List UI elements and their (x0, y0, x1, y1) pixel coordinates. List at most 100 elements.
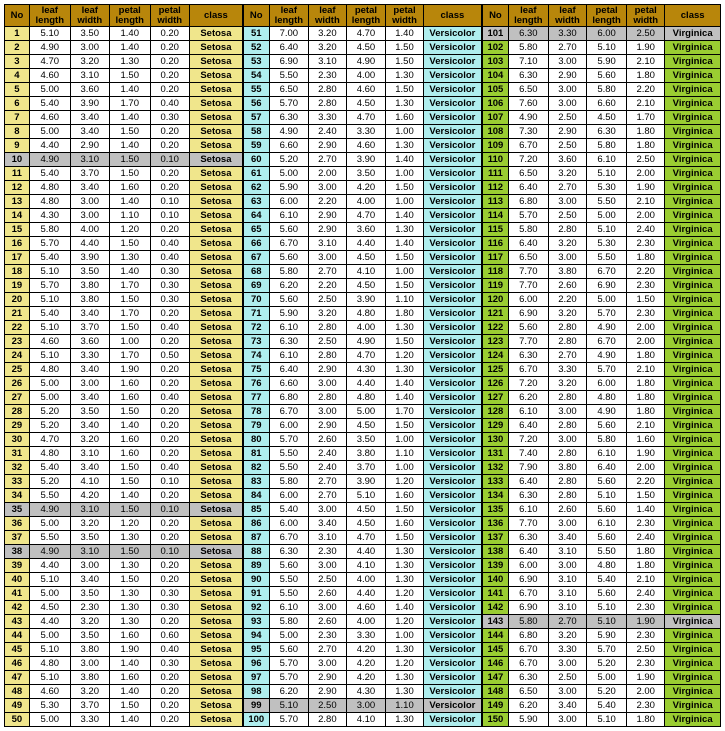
row-number: 91 (244, 587, 270, 601)
table-row: 185.103.501.400.30Setosa (5, 265, 243, 279)
value-cell: 5.70 (269, 657, 309, 671)
row-number: 51 (244, 27, 270, 41)
table-row: 144.303.001.100.10Setosa (5, 209, 243, 223)
value-cell: 2.10 (627, 55, 665, 69)
value-cell: 5.70 (29, 279, 70, 293)
value-cell: 1.80 (627, 251, 665, 265)
row-number: 17 (5, 251, 30, 265)
row-number: 3 (5, 55, 30, 69)
table-row: 1396.003.004.801.80Virginica (483, 559, 721, 573)
table-row: 1225.602.804.902.00Virginica (483, 321, 721, 335)
value-cell: 2.70 (548, 615, 586, 629)
value-cell: 0.40 (150, 251, 189, 265)
table-row: 1476.302.505.001.90Virginica (483, 671, 721, 685)
class-cell: Setosa (189, 447, 242, 461)
value-cell: 3.20 (309, 41, 347, 55)
value-cell: 4.90 (346, 335, 386, 349)
value-cell: 2.80 (309, 713, 347, 727)
value-cell: 4.70 (346, 209, 386, 223)
row-number: 80 (244, 433, 270, 447)
table-row: 484.603.201.400.20Setosa (5, 685, 243, 699)
class-cell: Virginica (665, 55, 721, 69)
row-number: 52 (244, 41, 270, 55)
value-cell: 5.50 (29, 531, 70, 545)
value-cell: 6.70 (508, 643, 548, 657)
row-number: 132 (483, 461, 509, 475)
value-cell: 4.60 (346, 83, 386, 97)
table-row: 1346.302.805.101.50Virginica (483, 489, 721, 503)
value-cell: 1.60 (386, 111, 424, 125)
row-number: 79 (244, 419, 270, 433)
value-cell: 3.80 (70, 671, 109, 685)
row-number: 70 (244, 293, 270, 307)
row-number: 123 (483, 335, 509, 349)
value-cell: 1.00 (386, 125, 424, 139)
value-cell: 1.30 (109, 55, 150, 69)
table-row: 655.602.903.601.30Versicolor (244, 223, 482, 237)
class-cell: Versicolor (423, 685, 481, 699)
row-number: 142 (483, 601, 509, 615)
value-cell: 3.20 (548, 307, 586, 321)
value-cell: 1.30 (109, 587, 150, 601)
value-cell: 2.50 (548, 671, 586, 685)
value-cell: 3.50 (70, 587, 109, 601)
value-cell: 0.20 (150, 405, 189, 419)
value-cell: 5.60 (269, 251, 309, 265)
table-row: 835.802.703.901.20Versicolor (244, 475, 482, 489)
value-cell: 2.30 (627, 517, 665, 531)
table-row: 1197.702.606.902.30Virginica (483, 279, 721, 293)
class-cell: Versicolor (423, 713, 481, 727)
value-cell: 5.20 (587, 657, 627, 671)
value-cell: 6.30 (508, 69, 548, 83)
col-header: No (244, 5, 270, 27)
value-cell: 5.90 (508, 713, 548, 727)
row-number: 146 (483, 657, 509, 671)
value-cell: 3.00 (309, 503, 347, 517)
class-cell: Setosa (189, 531, 242, 545)
value-cell: 4.90 (29, 153, 70, 167)
value-cell: 3.00 (70, 195, 109, 209)
class-cell: Versicolor (423, 223, 481, 237)
value-cell: 3.10 (548, 545, 586, 559)
class-cell: Setosa (189, 419, 242, 433)
row-number: 40 (5, 573, 30, 587)
table-row: 254.803.401.900.20Setosa (5, 363, 243, 377)
value-cell: 5.10 (269, 699, 309, 713)
value-cell: 1.40 (109, 83, 150, 97)
value-cell: 0.20 (150, 419, 189, 433)
value-cell: 2.20 (627, 265, 665, 279)
value-cell: 2.50 (309, 293, 347, 307)
value-cell: 1.80 (627, 377, 665, 391)
value-cell: 1.40 (386, 209, 424, 223)
row-number: 55 (244, 83, 270, 97)
value-cell: 1.30 (386, 139, 424, 153)
value-cell: 4.40 (70, 237, 109, 251)
value-cell: 1.90 (627, 615, 665, 629)
value-cell: 2.80 (548, 489, 586, 503)
table-row: 536.903.104.901.50Versicolor (244, 55, 482, 69)
value-cell: 1.40 (109, 111, 150, 125)
class-cell: Versicolor (423, 181, 481, 195)
value-cell: 1.80 (627, 349, 665, 363)
value-cell: 6.30 (508, 531, 548, 545)
value-cell: 3.30 (346, 125, 386, 139)
class-cell: Virginica (665, 209, 721, 223)
value-cell: 1.40 (386, 377, 424, 391)
row-number: 150 (483, 713, 509, 727)
value-cell: 3.20 (548, 377, 586, 391)
value-cell: 4.20 (70, 489, 109, 503)
value-cell: 0.20 (150, 531, 189, 545)
value-cell: 1.50 (386, 531, 424, 545)
value-cell: 5.00 (29, 587, 70, 601)
value-cell: 1.30 (386, 713, 424, 727)
class-cell: Virginica (665, 433, 721, 447)
value-cell: 3.80 (70, 293, 109, 307)
value-cell: 1.40 (109, 265, 150, 279)
value-cell: 3.40 (70, 363, 109, 377)
value-cell: 2.90 (70, 139, 109, 153)
class-cell: Setosa (189, 41, 242, 55)
row-number: 87 (244, 531, 270, 545)
table-row: 1286.103.004.901.80Virginica (483, 405, 721, 419)
value-cell: 3.10 (548, 573, 586, 587)
value-cell: 2.20 (627, 475, 665, 489)
